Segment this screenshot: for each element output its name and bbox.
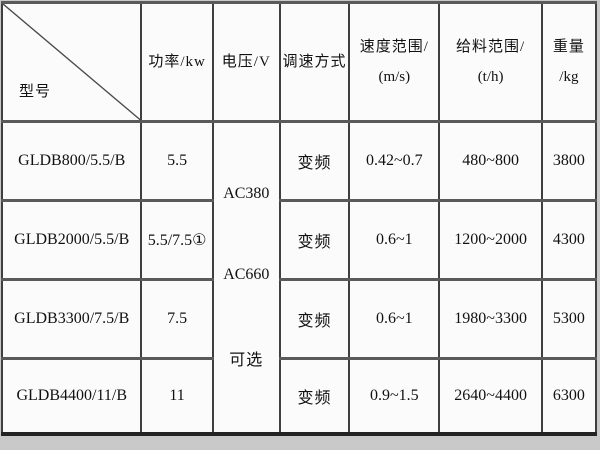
table-header-row: 型号 功率/kw 电压/V 调速方式 速度范围/ (m/s) 给料范围/ (t/… xyxy=(0,1,598,123)
feed-range-header: 给料范围/ (t/h) xyxy=(438,1,543,123)
weight-cell: 6300 xyxy=(540,357,598,436)
model-cell: GLDB3300/7.5/B xyxy=(0,278,143,360)
feed-range-cell: 1980~3300 xyxy=(438,278,543,360)
power-cell: 5.5 xyxy=(140,120,214,202)
power-cell: 11 xyxy=(140,357,214,436)
speed-mode-cell: 变频 xyxy=(278,120,351,202)
speed-range-header: 速度范围/ (m/s) xyxy=(348,1,441,123)
speed-range-header-line2: (m/s) xyxy=(378,69,411,85)
table-row: GLDB800/5.5/B 5.5 AC380 AC660 可选 变频 0.42… xyxy=(0,120,598,436)
voltage-option-ac380: AC380 xyxy=(223,185,270,203)
table-row: GLDB3300/7.5/B 7.5 变频 0.6~1 1980~3300 53… xyxy=(0,278,598,360)
voltage-option-ac660: AC660 xyxy=(223,265,270,283)
feed-range-cell: 1200~2000 xyxy=(438,199,543,281)
speed-range-cell: 0.9~1.5 xyxy=(348,357,441,436)
speed-range-cell: 0.6~1 xyxy=(348,278,441,360)
model-cell: GLDB2000/5.5/B xyxy=(0,199,143,281)
speed-range-header-line1: 速度范围/ xyxy=(359,39,429,55)
weight-header: 重量 /kg xyxy=(540,1,598,123)
speed-range-cell: 0.6~1 xyxy=(348,199,441,281)
weight-cell: 3800 xyxy=(540,120,598,202)
spec-table: 型号 功率/kw 电压/V 调速方式 速度范围/ (m/s) 给料范围/ (t/… xyxy=(0,1,598,436)
feed-range-cell: 2640~4400 xyxy=(438,357,543,436)
speed-mode-cell: 变频 xyxy=(278,278,351,360)
model-header-cell: 型号 xyxy=(0,1,143,123)
weight-cell: 4300 xyxy=(540,199,598,281)
feed-range-header-line1: 给料范围/ xyxy=(456,39,526,55)
model-header-label: 型号 xyxy=(19,84,52,100)
speed-range-cell: 0.42~0.7 xyxy=(348,120,441,202)
feed-range-header-line2: (t/h) xyxy=(477,69,504,85)
table-row: GLDB4400/11/B 11 变频 0.9~1.5 2640~4400 63… xyxy=(0,357,598,436)
voltage-merged-cell: AC380 AC660 可选 xyxy=(211,120,281,436)
table-row: GLDB2000/5.5/B 5.5/7.5① 变频 0.6~1 1200~20… xyxy=(0,199,598,281)
model-cell: GLDB4400/11/B xyxy=(0,357,143,436)
power-cell: 5.5/7.5① xyxy=(140,199,214,281)
power-header: 功率/kw xyxy=(140,1,214,123)
weight-header-line1: 重量 xyxy=(552,39,585,55)
voltage-options: AC380 AC660 可选 xyxy=(215,124,278,431)
speed-mode-cell: 变频 xyxy=(278,357,351,436)
speed-mode-header: 调速方式 xyxy=(278,1,351,123)
voltage-header: 电压/V xyxy=(211,1,281,123)
diagonal-divider-line xyxy=(3,4,140,120)
speed-mode-cell: 变频 xyxy=(278,199,351,281)
weight-header-line2: /kg xyxy=(559,69,579,85)
power-cell: 7.5 xyxy=(140,278,214,360)
weight-cell: 5300 xyxy=(540,278,598,360)
feed-range-cell: 480~800 xyxy=(438,120,543,202)
model-cell: GLDB800/5.5/B xyxy=(0,120,143,202)
voltage-option-selectable: 可选 xyxy=(229,351,264,369)
